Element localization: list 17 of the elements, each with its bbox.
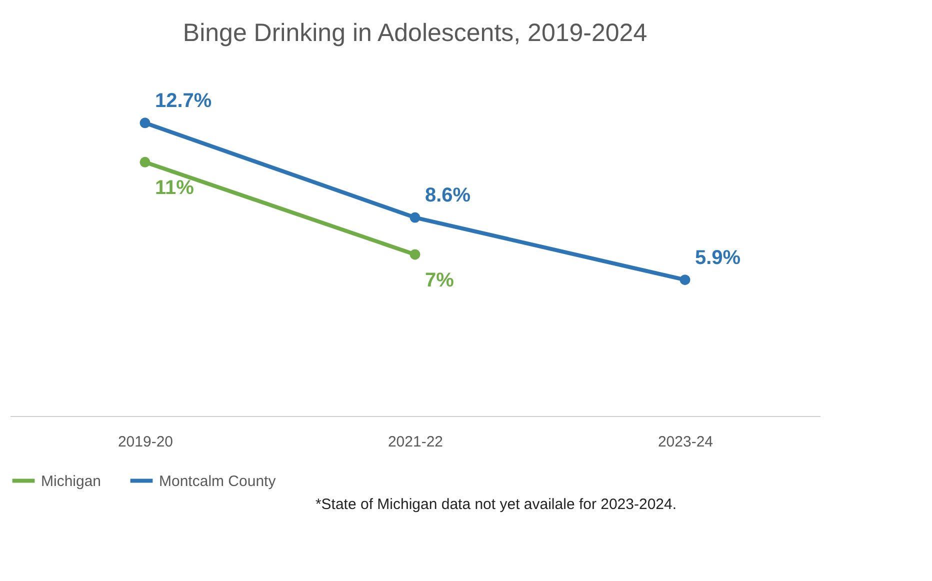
point (680, 274, 690, 286)
data-label: 12.7% (155, 90, 212, 112)
x-tick-label: 2019-20 (118, 434, 174, 450)
point (140, 156, 150, 168)
legend-label: Michigan (41, 472, 102, 490)
point (410, 212, 420, 223)
x-tick-label: 2021-22 (388, 434, 444, 450)
data-label: 11% (155, 177, 194, 200)
chart-title: Binge Drinking in Adolescents, 2019-2024 (182, 18, 648, 47)
data-label: 8.6% (425, 184, 471, 207)
legend-label: Montcalm County (159, 472, 276, 490)
text: *State of Michigan data not yet availale for 2023-2024. (314, 496, 678, 513)
point (410, 249, 420, 260)
data-label: 5.9% (695, 246, 741, 269)
data-label: 7% (425, 269, 454, 292)
point (140, 118, 150, 128)
x-tick-label: 2023-24 (658, 434, 714, 450)
